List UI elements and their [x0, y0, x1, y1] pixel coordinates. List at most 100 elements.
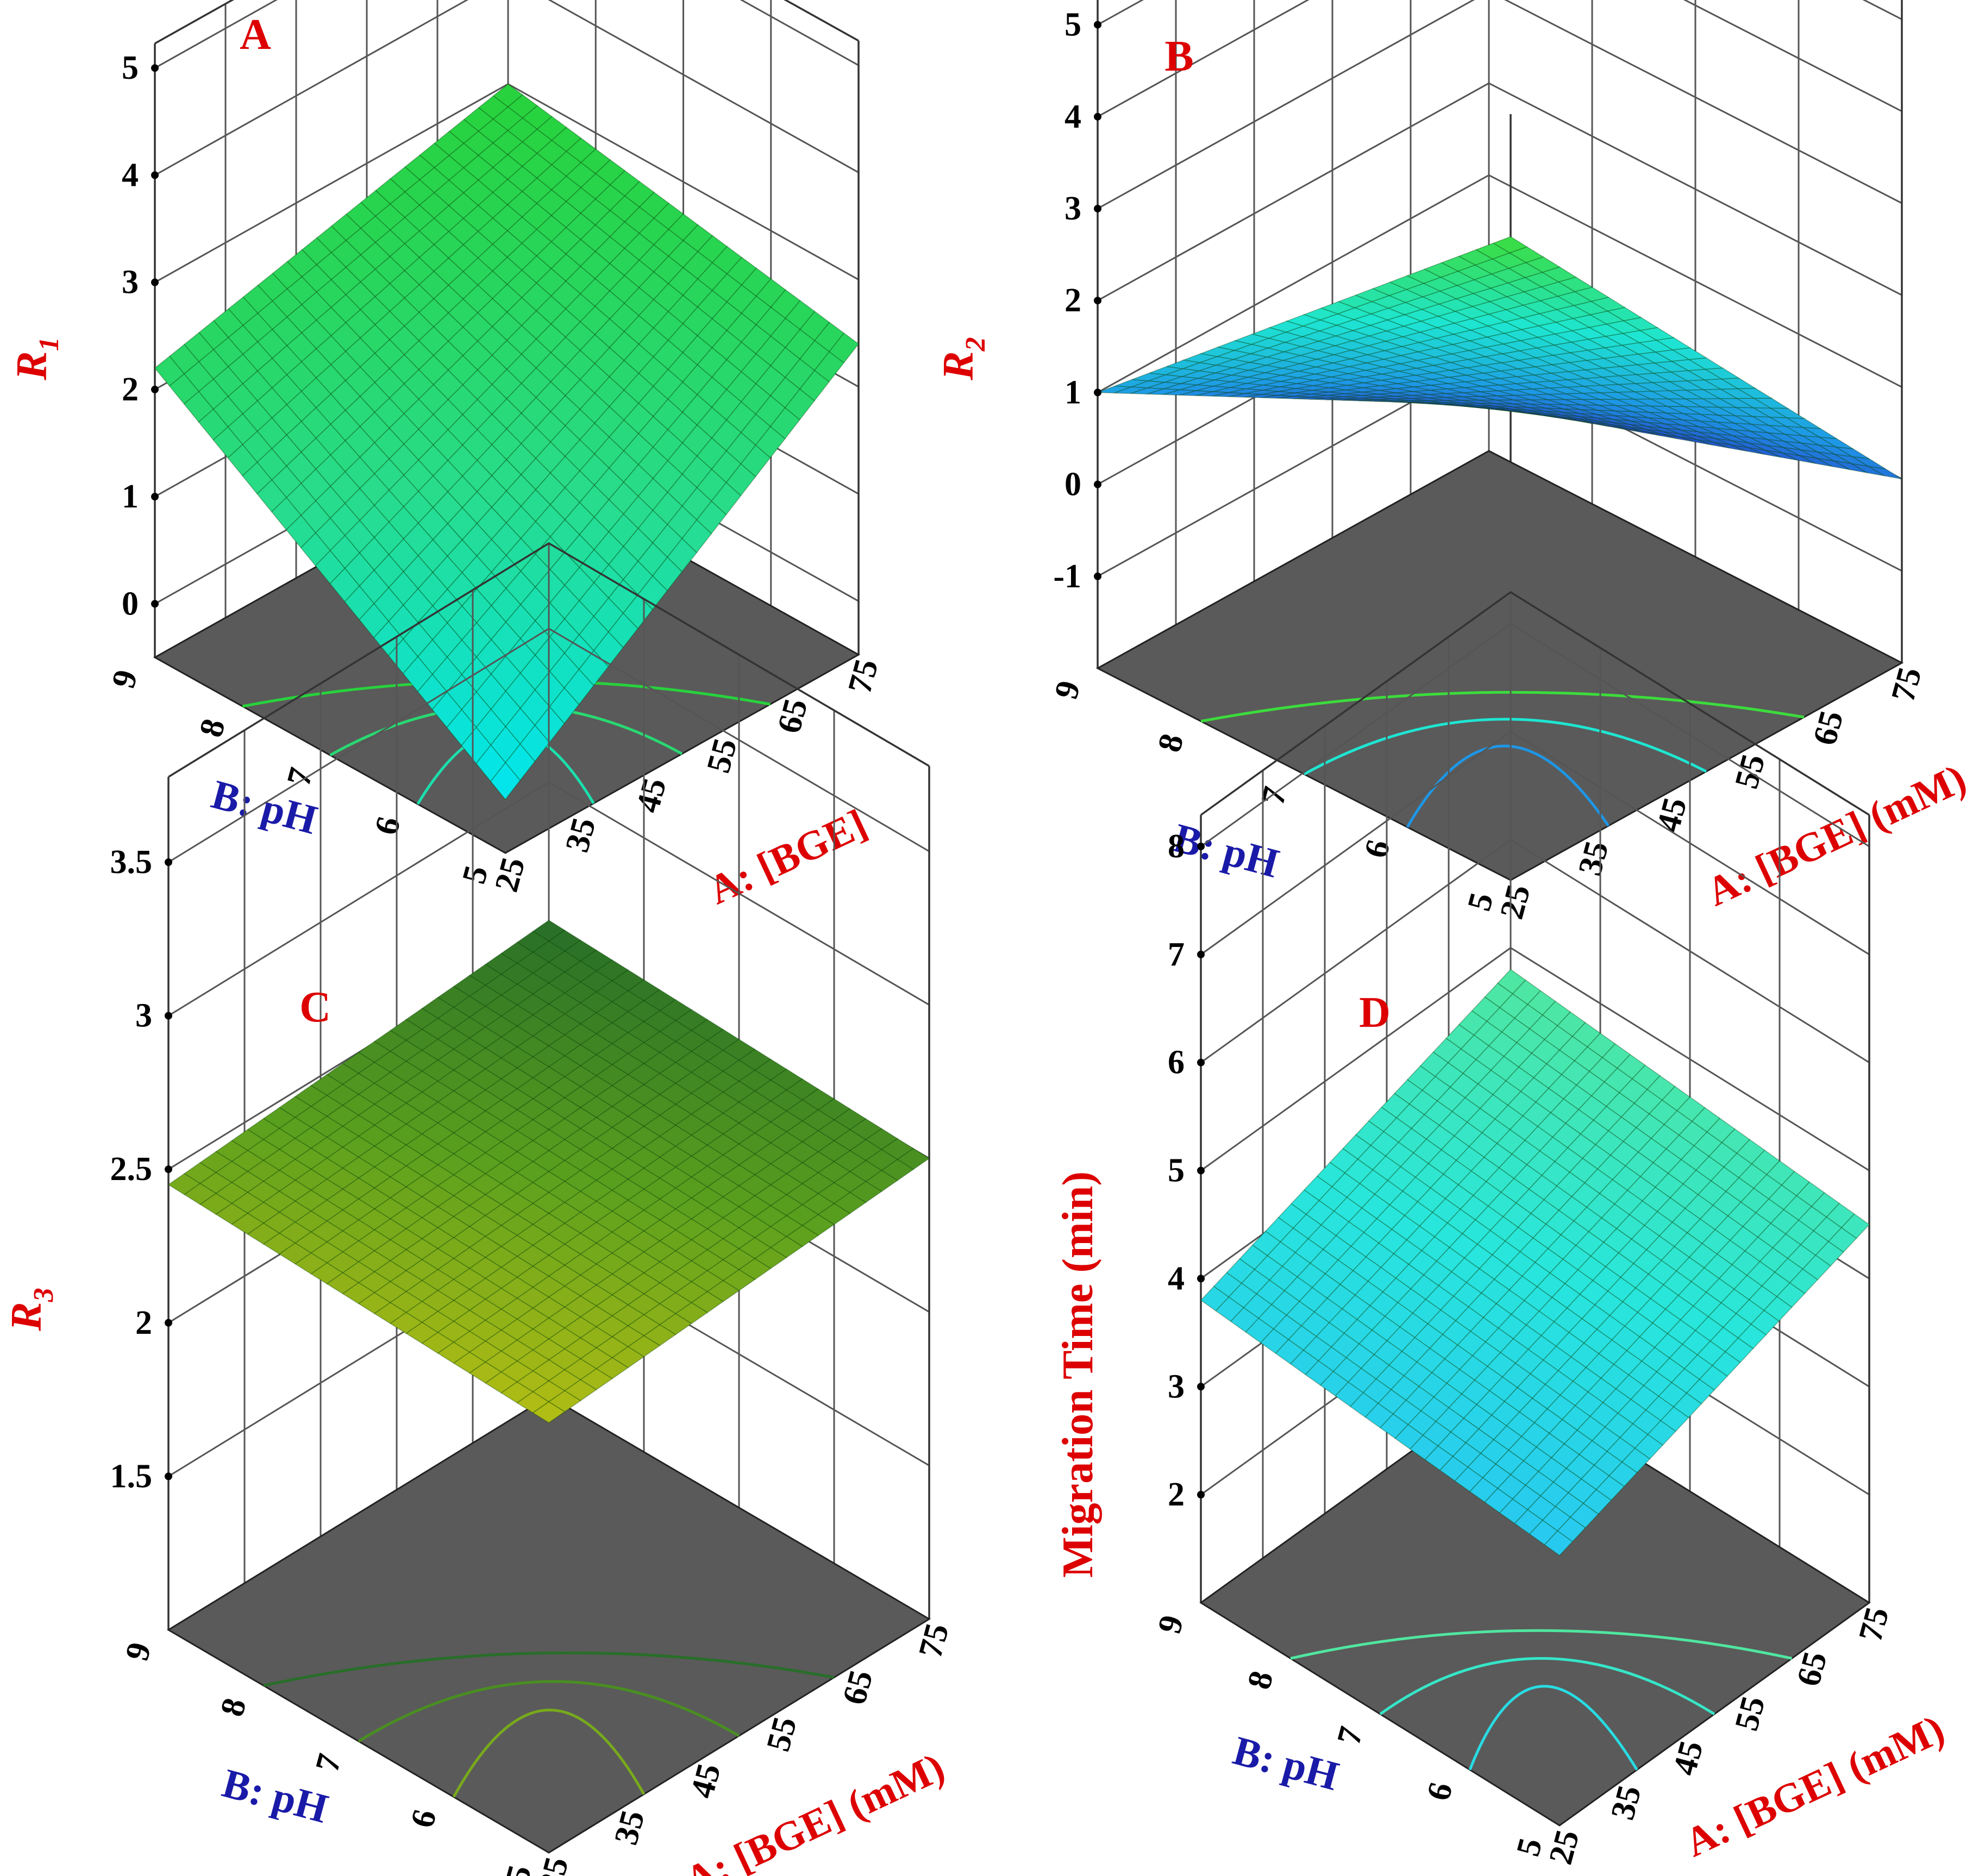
surface-patch [1430, 388, 1464, 394]
x-tick-label: 35 [1571, 837, 1616, 879]
surface-patch [231, 1213, 265, 1235]
surface-patch [215, 1203, 249, 1225]
z-tick-mark [151, 493, 159, 501]
surface-patch [1399, 367, 1433, 376]
surface-patch [643, 1199, 677, 1221]
surface-patch [476, 444, 508, 476]
surface-patch [198, 378, 229, 410]
surface-patch [227, 353, 259, 385]
surface-patch [468, 1131, 502, 1153]
surface-patch [1819, 436, 1853, 449]
surface-patch [1753, 1174, 1783, 1200]
contour-floor [1095, 450, 1904, 881]
surface-patch [1426, 401, 1460, 405]
surface-patch [1510, 410, 1544, 416]
surface-patch [1423, 1260, 1452, 1287]
surface-patch [725, 463, 756, 497]
surface-patch [468, 1361, 502, 1384]
surface-patch [1325, 398, 1360, 401]
surface-patch [1131, 380, 1165, 388]
y-tick-label: 9 [1151, 1611, 1191, 1637]
contour-line [1468, 1685, 1638, 1771]
surface-patch [447, 326, 479, 356]
surface-patch [1441, 1135, 1470, 1161]
y-tick-label: 5 [455, 862, 496, 888]
z-tick-label: 8 [1168, 828, 1185, 865]
surface-patch [548, 1306, 581, 1329]
z-tick-label: 0 [1064, 466, 1081, 503]
surface-patch [1786, 417, 1821, 429]
x-axis-title: A: [BGE] [702, 801, 874, 913]
x-tick-label: 45 [629, 774, 674, 816]
surface-patch [500, 1193, 534, 1215]
surface-patch [1256, 1279, 1286, 1306]
surface-patch [1813, 1216, 1843, 1243]
surface-patch [1660, 1406, 1689, 1432]
surface-patch [1637, 1138, 1667, 1164]
floor-contours [263, 1651, 835, 1798]
surface-patch [329, 567, 360, 603]
surface-patch [1545, 410, 1579, 417]
surface-patch [1463, 1244, 1493, 1270]
surface-patch [1586, 1193, 1615, 1219]
surface-patch [1545, 1209, 1575, 1235]
surface-patch [490, 762, 521, 800]
x-tick-label: 55 [760, 1713, 804, 1755]
surface-patch [1392, 401, 1426, 404]
surface-patch [476, 605, 507, 641]
x-tick-label: 75 [1852, 1603, 1896, 1645]
y-tick-label: 5 [1510, 1834, 1550, 1860]
surface-patch [1307, 1224, 1337, 1250]
surface-patch [228, 324, 259, 355]
surface-patch [1312, 387, 1346, 393]
surface-patch [580, 198, 611, 226]
surface-patch [1492, 236, 1528, 254]
surface-patch [1427, 399, 1461, 404]
surface-patch [1352, 1256, 1382, 1282]
response-surface [154, 83, 860, 800]
surface-patch [403, 398, 434, 430]
surface-patch [490, 655, 521, 692]
surface-patch [1349, 1392, 1379, 1418]
surface-patch [596, 1210, 629, 1233]
panel-title: D [1359, 989, 1391, 1037]
surface-patch [1409, 401, 1443, 405]
surface-patch [711, 482, 742, 516]
surface-patch [1132, 372, 1166, 381]
surface-patch [1564, 404, 1598, 411]
surface-patch [468, 1320, 502, 1342]
panel-b: -1012345625354555657556789A: [BGE] (mM)B… [935, 0, 1973, 923]
surface-patch [1620, 1263, 1650, 1289]
x-axis-title: A: [BGE] (mM) [678, 1744, 951, 1876]
surface-patch [548, 1348, 581, 1371]
surface-patch [754, 1247, 787, 1269]
surface-patch [1393, 400, 1427, 403]
y-tick-label: 9 [105, 666, 145, 692]
surface-patch [389, 1144, 423, 1167]
surface-patch [563, 961, 597, 983]
surface-patch [432, 491, 463, 525]
surface-patch [769, 1215, 804, 1238]
surface-patch [404, 311, 435, 342]
surface-patch [262, 1128, 296, 1150]
surface-patch [1769, 407, 1806, 419]
surface-patch [1690, 1267, 1720, 1293]
z-tick-label: 2.5 [110, 1151, 153, 1188]
surface-patch [1349, 345, 1387, 355]
z-tick-label: 3 [1064, 190, 1081, 227]
surface-patch [1379, 388, 1413, 393]
surface-patch [1289, 1350, 1319, 1376]
surface-patch [492, 179, 523, 205]
surface-patch [405, 1322, 439, 1344]
x-tick-label: 45 [1666, 1737, 1711, 1779]
z-tick-mark [1094, 297, 1101, 305]
surface-patch [659, 999, 692, 1021]
surface-patch [506, 166, 538, 192]
surface-patch [549, 687, 580, 724]
x-tick-label: 25 [1493, 881, 1538, 923]
surface-patch [1621, 1447, 1651, 1473]
surface-patch [1639, 1322, 1669, 1348]
box-top-edge [1200, 591, 1870, 816]
